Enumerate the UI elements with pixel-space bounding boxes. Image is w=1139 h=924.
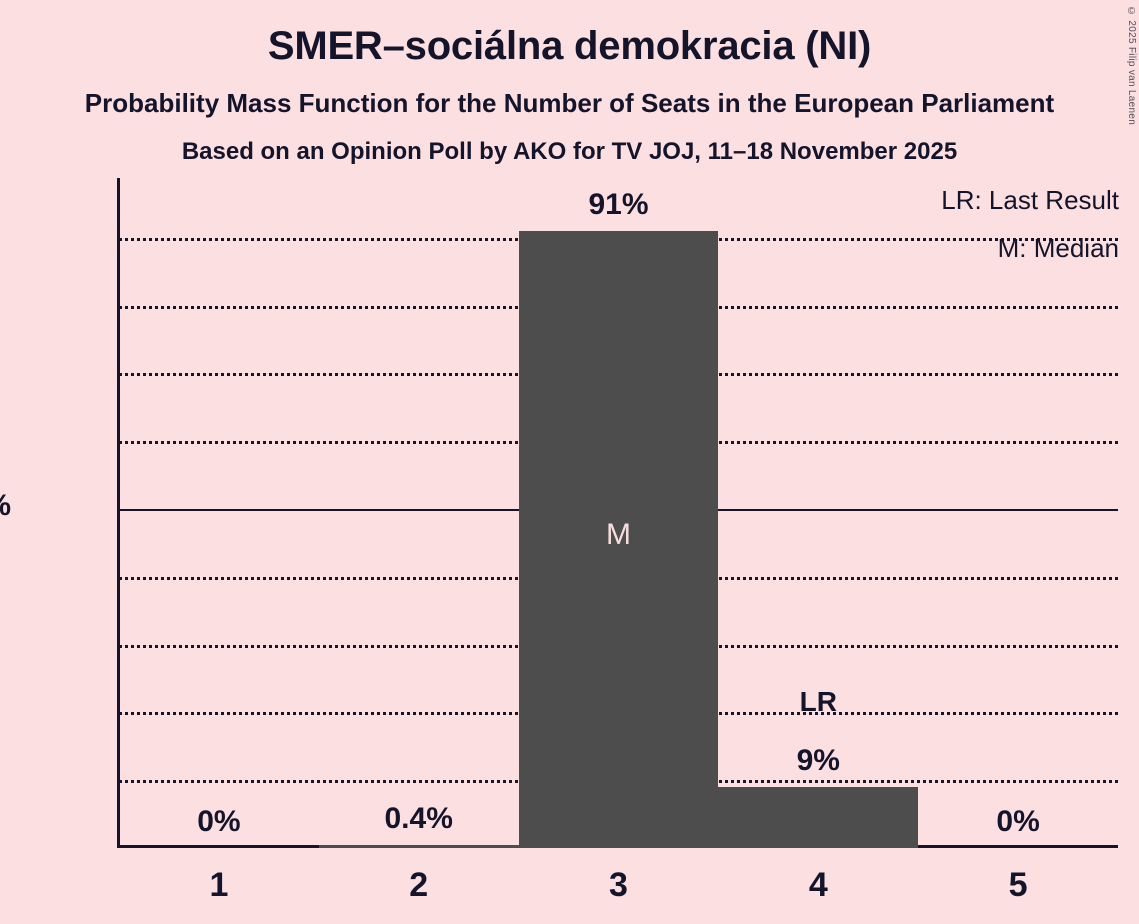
x-axis-tick-label: 4 — [808, 866, 828, 904]
plot-area: M — [117, 170, 1118, 848]
y-axis-tick-label: 50% — [0, 489, 11, 523]
y-axis-line — [117, 178, 120, 848]
bar-value-label: 0.4% — [384, 802, 453, 835]
legend-last-result: LR: Last Result — [941, 185, 1119, 215]
x-axis-tick-label: 1 — [209, 866, 229, 904]
chart-subtitle-primary: Probability Mass Function for the Number… — [84, 88, 1055, 118]
bar — [718, 786, 919, 848]
bar-value-label: 0% — [197, 805, 241, 838]
x-axis-tick-label: 5 — [1008, 866, 1028, 904]
bar-value-label: 0% — [996, 805, 1040, 838]
bar — [318, 845, 519, 848]
last-result-marker: LR — [799, 685, 837, 717]
copyright-notice: © 2025 Filip van Laenen — [1126, 6, 1137, 126]
chart-title: SMER–sociálna demokracia (NI) — [267, 24, 872, 68]
bar: M — [518, 231, 719, 848]
bar-value-label: 91% — [588, 188, 649, 222]
x-axis-tick-label: 3 — [609, 866, 628, 904]
x-axis-tick-label: 2 — [409, 866, 429, 904]
median-marker: M — [605, 517, 631, 551]
bar-value-label: 9% — [796, 743, 840, 777]
chart-subtitle-secondary: Based on an Opinion Poll by AKO for TV J… — [181, 138, 958, 165]
